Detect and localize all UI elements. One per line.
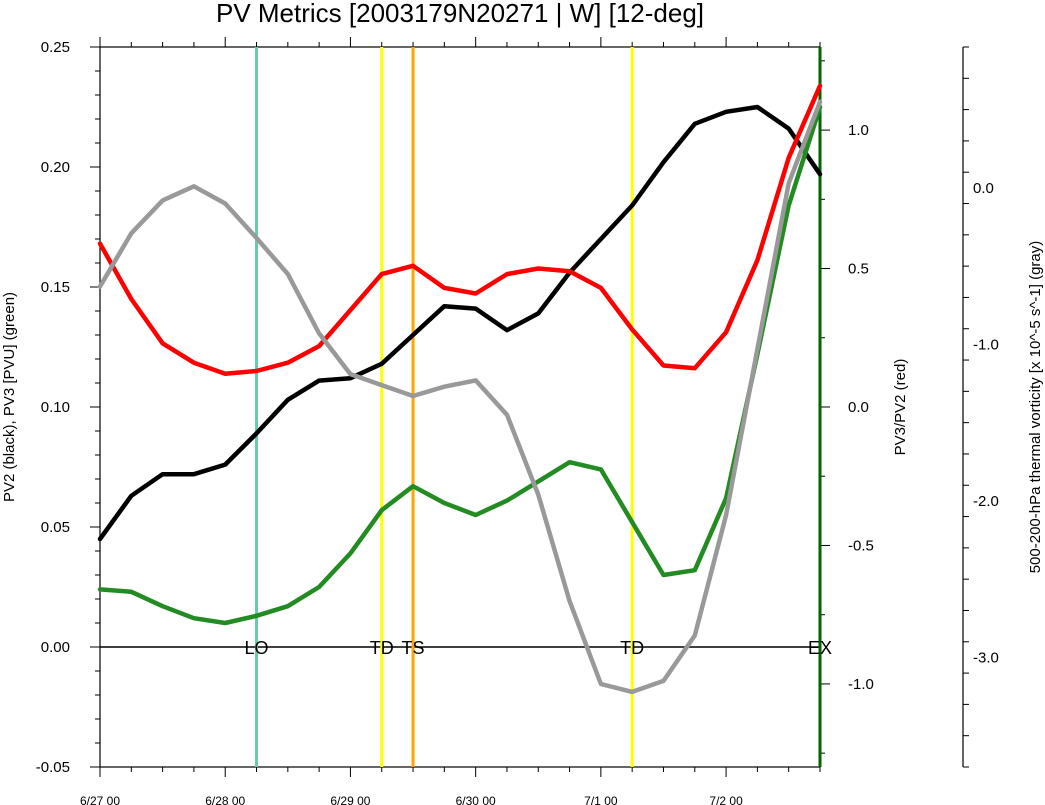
event-label: TD bbox=[620, 638, 644, 658]
right-tick-label: -0.5 bbox=[848, 537, 874, 554]
right-axis-label-ratio: PV3/PV2 (red) bbox=[892, 359, 909, 456]
series-line bbox=[97, 104, 823, 542]
left-axis-label: PV2 (black), PV3 [PVU] (green) bbox=[1, 292, 18, 502]
vorticity-tick-label: 0.0 bbox=[973, 180, 994, 197]
x-tick-label: 7/2 00 bbox=[709, 794, 743, 805]
event-label: EX bbox=[808, 638, 832, 658]
left-tick-label: 0.25 bbox=[41, 39, 70, 56]
left-tick-label: 0.15 bbox=[41, 279, 70, 296]
x-tick-label: 6/30 00 bbox=[456, 794, 496, 805]
series-line bbox=[97, 99, 823, 695]
left-tick-label: 0.00 bbox=[41, 639, 70, 656]
event-label: TS bbox=[402, 638, 425, 658]
right-tick-label: 0.5 bbox=[848, 261, 869, 278]
plot-area: 6/27 00 6/28 00 6/29 00 6/30 00 7/1 00 7/2 00… bbox=[36, 37, 999, 805]
left-tick-label: 0.10 bbox=[41, 399, 70, 416]
right-axis-label-vorticity: 500-200-hPa thermal vorticity [x 10^-5 s… bbox=[1027, 241, 1044, 574]
x-tick-label: 6/29 00 bbox=[330, 794, 370, 805]
plot-frame bbox=[99, 46, 821, 768]
vorticity-tick-label: -2.0 bbox=[973, 493, 999, 510]
left-tick-label: -0.05 bbox=[36, 759, 70, 776]
right-tick-label: 1.0 bbox=[848, 122, 869, 139]
series-line bbox=[97, 104, 823, 626]
vorticity-tick-label: -3.0 bbox=[973, 649, 999, 666]
chart-title: PV Metrics [2003179N20271 | W] [12-deg] bbox=[216, 0, 704, 28]
right-tick-label: 0.0 bbox=[848, 399, 869, 416]
event-label: LO bbox=[245, 638, 269, 658]
vorticity-tick-label: -1.0 bbox=[973, 336, 999, 353]
left-tick-label: 0.20 bbox=[41, 159, 70, 176]
x-tick-label: 6/27 00 bbox=[80, 794, 120, 805]
right-tick-label: -1.0 bbox=[848, 676, 874, 693]
series-line bbox=[97, 83, 823, 377]
event-label: TD bbox=[370, 638, 394, 658]
left-tick-label: 0.05 bbox=[41, 519, 70, 536]
x-tick-label: 6/28 00 bbox=[205, 794, 245, 805]
x-tick-label: 7/1 00 bbox=[584, 794, 618, 805]
